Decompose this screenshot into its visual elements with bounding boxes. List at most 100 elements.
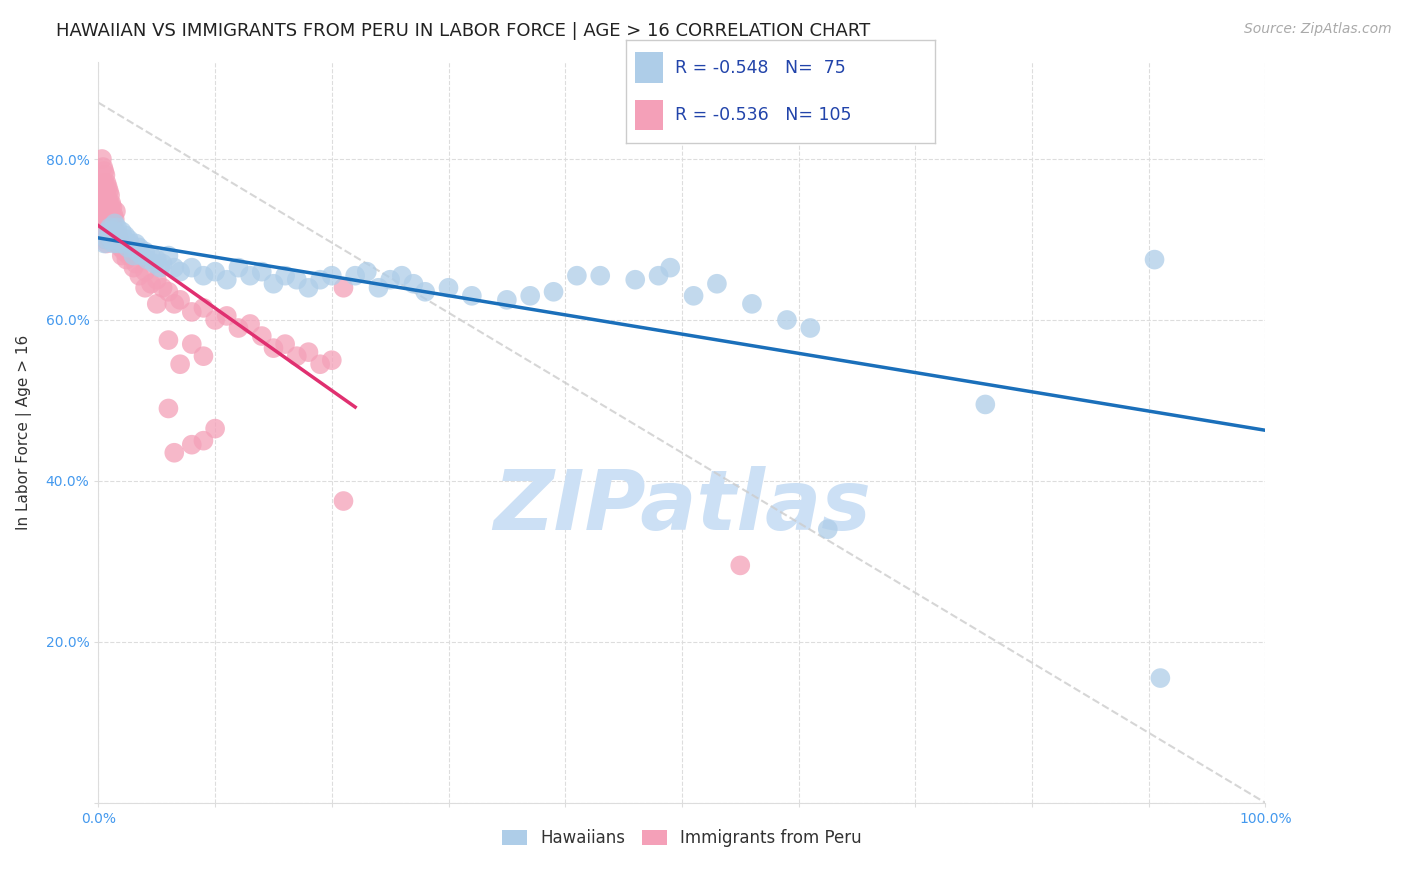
Point [180,305,202,319]
Point [122,260,145,275]
Point [776,313,799,327]
Point [107,236,129,251]
Point [94,168,117,182]
Point [97,216,120,230]
Point [169,357,191,371]
Point [91,160,114,174]
Point [817,522,839,536]
Point [1143,252,1166,267]
Point [157,333,180,347]
Point [103,220,125,235]
Point [741,297,763,311]
Point [274,268,297,283]
Point [97,204,120,219]
Point [97,180,120,194]
Point [90,152,112,166]
Point [136,252,159,267]
Point [97,228,120,243]
Point [104,232,127,246]
Point [332,494,354,508]
Point [104,232,127,246]
Point [682,289,704,303]
Bar [636,53,662,83]
Point [98,224,121,238]
Point [131,249,153,263]
Point [104,224,127,238]
Point [589,268,612,283]
Point [380,273,402,287]
Point [104,212,127,227]
Point [250,329,273,343]
Point [143,257,166,271]
Point [103,208,125,222]
Point [706,277,728,291]
Point [96,232,118,246]
Point [98,228,121,243]
Point [519,289,541,303]
Point [974,397,997,411]
Point [97,192,120,206]
Point [117,240,139,255]
Point [262,277,284,291]
Point [93,176,115,190]
Point [110,240,132,255]
Point [146,297,169,311]
Point [799,321,821,335]
Text: ZIPatlas: ZIPatlas [494,467,870,547]
Point [274,337,297,351]
Point [125,244,148,259]
Point [104,216,127,230]
Point [96,176,118,190]
Point [104,204,127,219]
Point [215,309,238,323]
Point [111,224,134,238]
Point [96,224,118,238]
Point [262,341,284,355]
Text: R = -0.536   N= 105: R = -0.536 N= 105 [675,106,852,124]
Point [146,252,169,267]
Y-axis label: In Labor Force | Age > 16: In Labor Force | Age > 16 [15,335,31,530]
Point [94,184,117,198]
Point [93,224,115,238]
Point [110,232,132,246]
Point [413,285,436,299]
Text: HAWAIIAN VS IMMIGRANTS FROM PERU IN LABOR FORCE | AGE > 16 CORRELATION CHART: HAWAIIAN VS IMMIGRANTS FROM PERU IN LABO… [56,22,870,40]
Point [239,317,262,331]
Point [94,208,117,222]
Point [111,236,134,251]
Point [112,244,135,259]
Point [139,277,162,291]
Point [169,293,191,307]
Point [94,196,117,211]
Point [543,285,565,299]
Point [94,232,117,246]
Point [228,321,250,335]
Point [94,220,117,235]
Point [152,257,174,271]
Point [321,353,343,368]
Point [146,273,169,287]
Point [93,164,115,178]
Point [91,208,114,222]
Point [97,208,120,222]
Point [134,281,156,295]
Point [96,212,118,227]
Point [402,277,425,291]
Point [344,268,367,283]
Point [565,268,588,283]
Point [101,216,124,230]
Point [107,228,129,243]
Point [125,257,148,271]
Point [391,268,413,283]
Point [128,240,150,255]
Point [285,273,308,287]
Point [96,188,118,202]
Point [98,220,121,235]
Point [624,273,647,287]
Point [215,273,238,287]
Point [90,184,112,198]
Point [118,249,141,263]
Point [134,265,156,279]
Point [1149,671,1171,685]
Point [122,249,145,263]
